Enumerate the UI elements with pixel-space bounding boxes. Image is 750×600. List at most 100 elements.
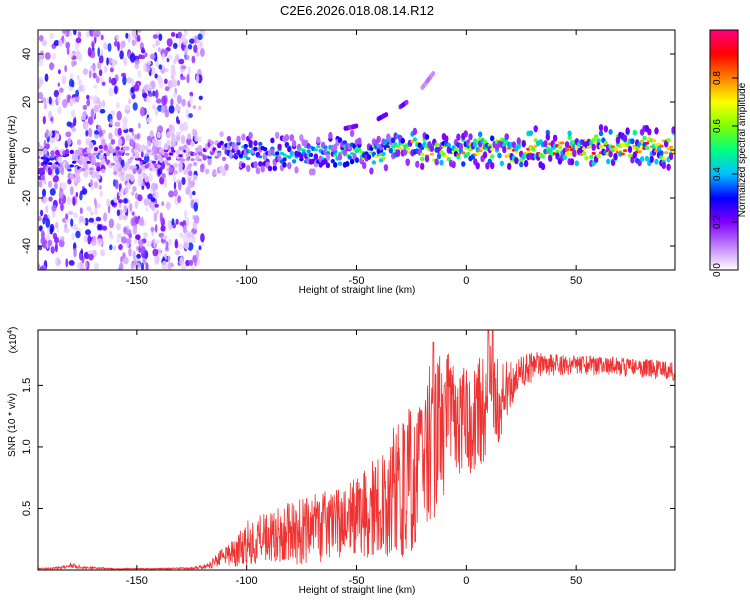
noise-cell <box>157 75 163 84</box>
noise-cell <box>73 60 77 66</box>
trace-cell <box>74 149 79 155</box>
trace-cell <box>405 158 410 167</box>
noise-cell <box>77 31 82 38</box>
trace-cell <box>275 131 280 139</box>
noise-cell <box>41 39 48 47</box>
trace-cell <box>664 151 669 155</box>
noise-cell <box>48 110 52 119</box>
trace-cell <box>120 171 125 176</box>
trace-cell <box>347 155 352 160</box>
trace-cell <box>581 147 587 151</box>
chart-title: C2E6.2026.018.08.14.R12 <box>280 3 434 18</box>
noise-cell <box>95 76 100 84</box>
noise-cell <box>87 234 92 245</box>
noise-cell <box>127 32 131 43</box>
noise-cell <box>137 194 143 202</box>
trace-cell <box>190 158 195 162</box>
noise-cell <box>171 79 178 88</box>
noise-cell <box>93 262 99 270</box>
noise-cell <box>114 121 121 127</box>
noise-cell <box>42 188 46 198</box>
noise-cell <box>83 235 89 243</box>
noise-cell <box>62 30 68 35</box>
trace-cell <box>38 155 41 159</box>
noise-cell <box>185 186 191 195</box>
noise-cell <box>158 140 162 147</box>
trace-cell <box>38 141 41 148</box>
noise-cell <box>186 73 190 84</box>
noise-cell <box>152 104 156 110</box>
trace-cell <box>325 153 331 161</box>
trace-cell <box>47 162 53 166</box>
noise-cell <box>90 185 95 191</box>
noise-cell <box>87 47 92 57</box>
trace-cell <box>666 138 671 143</box>
trace-cell <box>171 142 176 147</box>
trace-cell <box>649 155 654 163</box>
noise-cell <box>56 228 60 233</box>
trace-cell <box>219 131 224 138</box>
trace-cell <box>458 142 463 151</box>
noise-cell <box>100 249 105 256</box>
noise-cell <box>149 53 156 60</box>
noise-cell <box>115 34 120 40</box>
noise-cell <box>140 262 145 270</box>
trace-cell <box>294 166 299 174</box>
trace-cell <box>40 156 45 160</box>
noise-cell <box>83 251 90 260</box>
noise-cell <box>38 76 44 87</box>
noise-cell <box>137 70 142 78</box>
noise-cell <box>134 59 140 65</box>
noise-cell <box>150 197 156 203</box>
noise-cell <box>150 226 155 232</box>
noise-cell <box>49 62 54 71</box>
trace-cell <box>175 149 181 156</box>
trace-cell <box>43 147 48 155</box>
trace-cell <box>468 133 473 141</box>
noise-cell <box>92 30 98 38</box>
trace-cell <box>84 162 89 170</box>
noise-cell <box>140 54 146 60</box>
trace-cell <box>238 153 244 158</box>
noise-cell <box>171 218 175 226</box>
trace-cell <box>567 145 572 149</box>
noise-cell <box>69 186 74 196</box>
trace-cell <box>591 151 596 155</box>
noise-cell <box>125 105 131 111</box>
trace-cell <box>241 133 246 141</box>
noise-cell <box>172 174 176 183</box>
noise-cell <box>146 117 152 124</box>
trace-cell <box>632 151 637 159</box>
noise-cell <box>118 199 123 204</box>
noise-cell <box>73 30 77 36</box>
trace-cell <box>236 135 241 143</box>
trace-cell <box>98 144 104 150</box>
noise-cell <box>89 179 94 187</box>
trace-cell <box>43 161 48 165</box>
noise-cell <box>138 122 141 129</box>
trace-cell <box>101 158 106 165</box>
noise-cell <box>166 38 173 47</box>
noise-cell <box>122 75 127 86</box>
noise-cell <box>156 126 160 132</box>
noise-cell <box>146 240 152 248</box>
noise-cell <box>200 233 205 243</box>
noise-cell <box>188 66 191 76</box>
noise-cell <box>81 114 87 121</box>
side-feature-cell <box>431 71 436 76</box>
trace-cell <box>139 145 145 152</box>
trace-cell <box>420 162 425 170</box>
trace-cell <box>178 154 183 158</box>
noise-cell <box>173 91 177 99</box>
noise-cell <box>168 190 175 198</box>
colorbar-tick-label: 0.8 <box>712 71 723 85</box>
noise-cell <box>183 224 187 234</box>
trace-cell <box>330 159 335 164</box>
colorbar-tick-label: 0.0 <box>712 263 723 277</box>
noise-cell <box>47 239 53 247</box>
trace-cell <box>101 139 106 147</box>
trace-cell <box>316 145 321 149</box>
trace-cell <box>287 146 292 153</box>
trace-cell <box>398 147 403 151</box>
trace-cell <box>204 168 210 175</box>
